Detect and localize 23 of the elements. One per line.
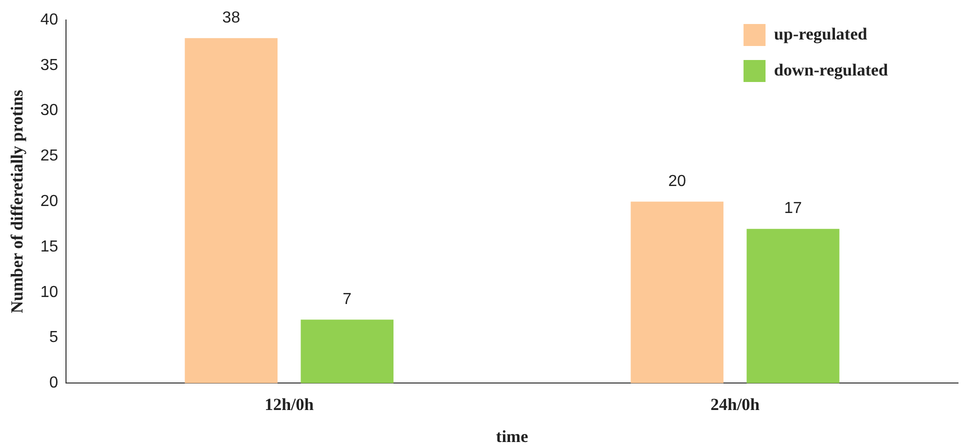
y-tick-label: 15 <box>40 238 58 256</box>
y-tick-label: 35 <box>40 56 58 74</box>
y-tick-label: 30 <box>40 102 58 120</box>
bar <box>630 202 724 384</box>
x-axis-title: time <box>496 427 529 446</box>
y-tick-label: 0 <box>49 374 58 392</box>
y-tick-label: 10 <box>40 284 58 301</box>
data-label: 20 <box>668 173 686 190</box>
bar <box>184 38 278 384</box>
x-tick-label: 12h/0h <box>264 394 314 414</box>
y-axis-title: Number of differetially protins <box>8 90 27 314</box>
bar <box>746 228 840 384</box>
data-label: 7 <box>342 291 352 308</box>
y-tick-label: 20 <box>40 193 58 210</box>
y-tick-label: 40 <box>40 11 58 28</box>
y-tick-label: 5 <box>49 329 58 346</box>
data-label: 17 <box>784 200 802 218</box>
legend-label: down-regulated <box>774 60 889 80</box>
bar <box>300 320 394 384</box>
x-tick-label: 24h/0h <box>710 394 760 414</box>
y-tick-label: 25 <box>40 148 58 165</box>
data-label: 38 <box>222 10 240 27</box>
legend-label: up-regulated <box>774 24 868 44</box>
